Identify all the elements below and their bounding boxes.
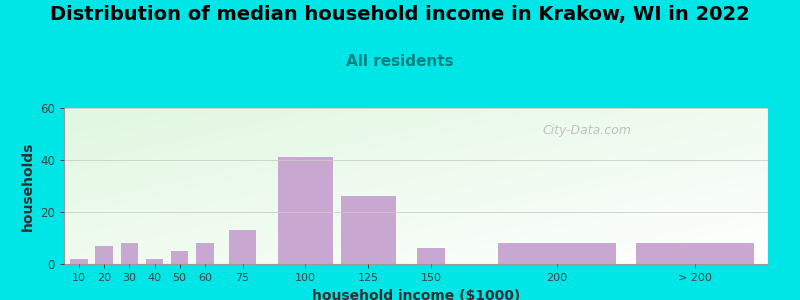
Bar (70, 259, 88, 264)
Bar (121, 243, 138, 264)
Bar (229, 230, 256, 264)
Bar (341, 196, 396, 264)
Bar (146, 259, 163, 264)
X-axis label: household income ($1000): household income ($1000) (312, 289, 520, 300)
Bar (498, 243, 616, 264)
Y-axis label: households: households (21, 141, 34, 231)
Text: City-Data.com: City-Data.com (542, 124, 631, 136)
Bar (278, 158, 333, 264)
Bar (196, 243, 214, 264)
Bar (171, 251, 189, 264)
Text: All residents: All residents (346, 54, 454, 69)
Bar (636, 243, 754, 264)
Bar (95, 246, 113, 264)
Text: Distribution of median household income in Krakow, WI in 2022: Distribution of median household income … (50, 5, 750, 24)
Bar (418, 248, 445, 264)
